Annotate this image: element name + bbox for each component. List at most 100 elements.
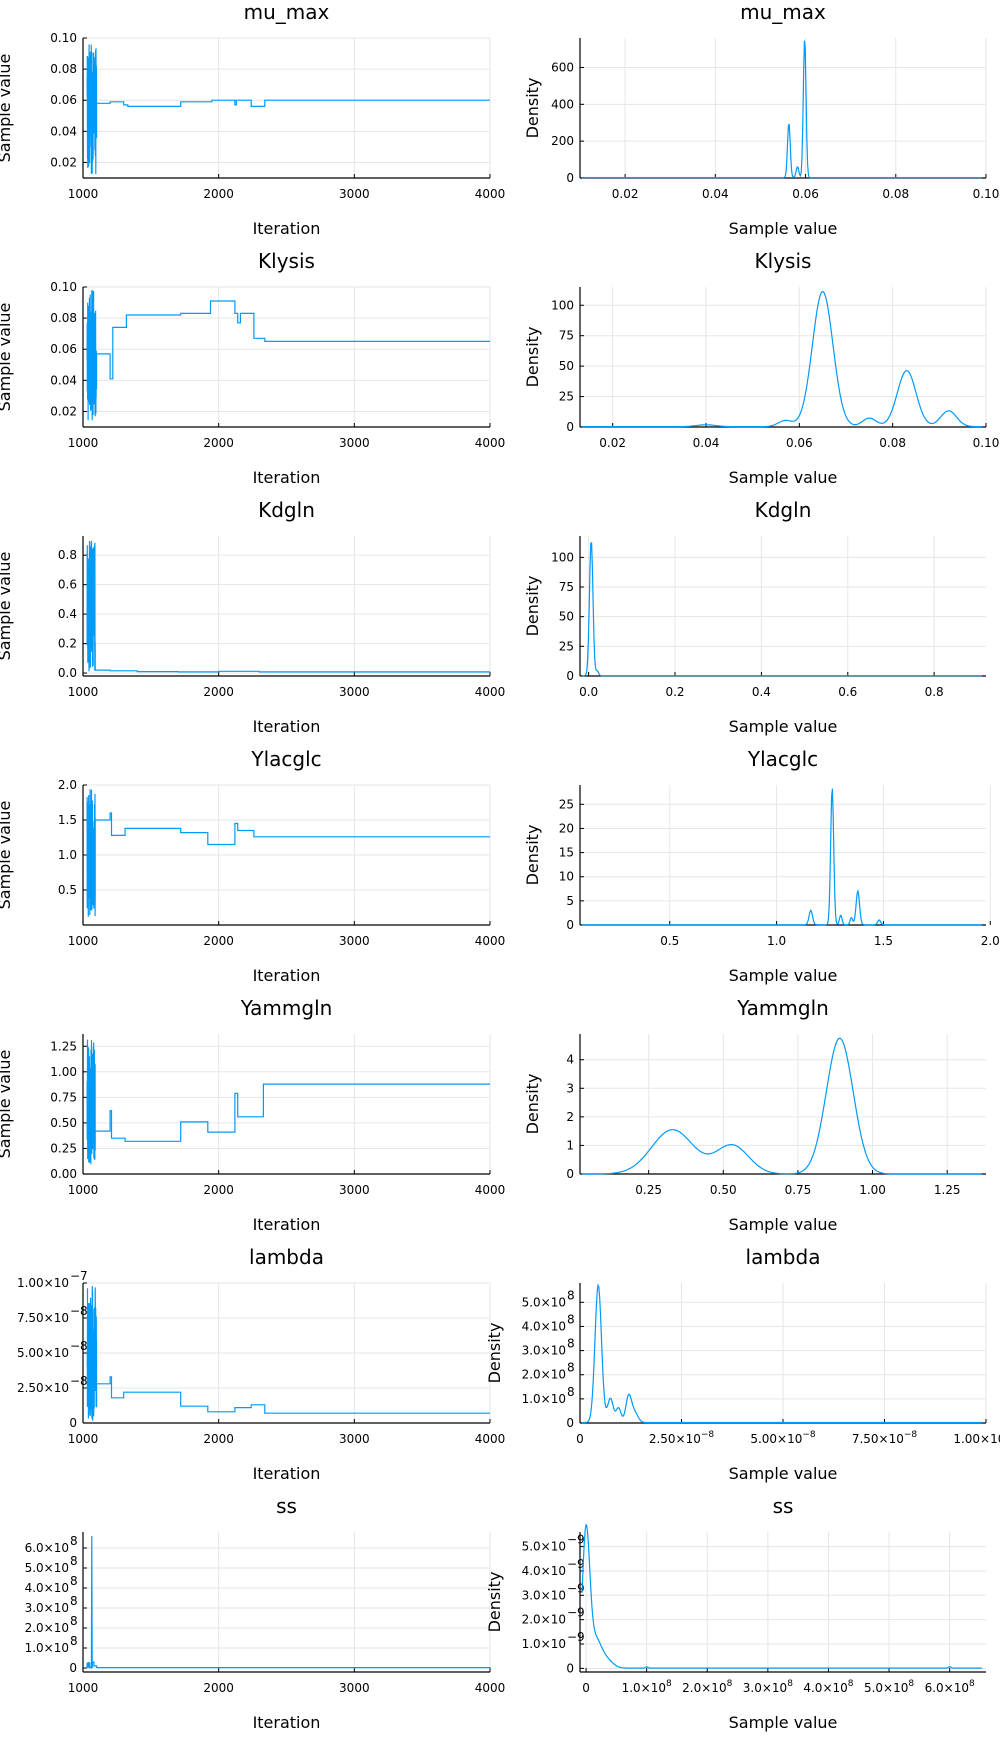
x-axis-label: Iteration bbox=[253, 468, 321, 487]
x-tick-label: 0.02 bbox=[612, 187, 639, 201]
panel-1: 1000 2000 3000 4000 0.02 0.04 0.06 0.08 0.10 mu_m… bbox=[0, 0, 505, 238]
x-axis-label: Sample value bbox=[729, 966, 838, 985]
series-line bbox=[582, 788, 982, 926]
series-line bbox=[582, 1283, 982, 1424]
y-tick-label: 2.50×10 bbox=[17, 1381, 69, 1395]
y-tick-label: 0.4 bbox=[58, 607, 77, 621]
y-tick-exponent: 8 bbox=[70, 1594, 78, 1608]
y-tick-exponent: −9 bbox=[567, 1533, 585, 1547]
x-axis-label: Iteration bbox=[253, 1464, 321, 1483]
x-axis-label: Iteration bbox=[253, 1713, 321, 1732]
y-tick-exponent: 8 bbox=[70, 1574, 78, 1588]
y-tick-exponent: 8 bbox=[567, 1288, 575, 1302]
x-tick-label: 0.08 bbox=[879, 436, 906, 450]
y-tick-label: 0 bbox=[566, 1167, 574, 1181]
x-tick-label: 0.8 bbox=[925, 685, 944, 699]
x-tick-label: 1.5 bbox=[874, 934, 893, 948]
x-axis-label: Iteration bbox=[253, 219, 321, 238]
y-tick-label: 6.0×10 bbox=[25, 1541, 69, 1555]
series-line bbox=[582, 1037, 982, 1175]
x-tick-label: 0.06 bbox=[792, 187, 819, 201]
y-tick-label: 4.0×10 bbox=[522, 1319, 566, 1333]
y-tick-label: 3.0×10 bbox=[25, 1601, 69, 1615]
x-tick-label: 1000 bbox=[68, 934, 99, 948]
x-tick-label: 3000 bbox=[339, 187, 370, 201]
x-tick-label: 0.25 bbox=[635, 1183, 662, 1197]
y-tick-label: 0.0 bbox=[58, 666, 77, 680]
y-tick-label: 5.00×10 bbox=[17, 1346, 69, 1360]
x-tick-label: 0.6 bbox=[838, 685, 857, 699]
series-line bbox=[86, 540, 490, 673]
panel-title: Ylacglc bbox=[250, 747, 321, 771]
x-tick-label: 0 bbox=[576, 1432, 584, 1446]
y-tick-label: 100 bbox=[551, 550, 574, 564]
series-line bbox=[86, 1535, 491, 1669]
y-axis-label: Sample value bbox=[0, 801, 14, 910]
y-tick-label: 25 bbox=[559, 797, 574, 811]
y-tick-label: 2.0×10 bbox=[25, 1621, 69, 1635]
y-tick-label: 20 bbox=[559, 821, 574, 835]
x-axis-label: Sample value bbox=[729, 717, 838, 736]
y-tick-exponent: −9 bbox=[567, 1630, 585, 1644]
x-tick-label: 6.0×108 bbox=[925, 1679, 975, 1695]
x-tick-label: 4000 bbox=[475, 934, 506, 948]
y-tick-label: 50 bbox=[559, 359, 574, 373]
y-tick-label: 1.00 bbox=[50, 1065, 77, 1079]
y-tick-label: 5.0×10 bbox=[522, 1540, 566, 1554]
y-tick-label: 0 bbox=[566, 1416, 574, 1430]
x-tick-label: 2000 bbox=[203, 685, 234, 699]
y-tick-exponent: 8 bbox=[567, 1385, 575, 1399]
y-tick-label: 0.08 bbox=[50, 62, 77, 76]
series-line bbox=[86, 290, 490, 421]
panel-title: mu_max bbox=[244, 0, 330, 24]
x-tick-label: 4000 bbox=[475, 685, 506, 699]
panel-3: 1000 2000 3000 4000 0.02 0.04 0.06 0.08 0.10 Klys… bbox=[0, 249, 505, 487]
panel-title: ss bbox=[276, 1494, 297, 1518]
y-tick-label: 10 bbox=[559, 870, 574, 884]
panel-title: Klysis bbox=[258, 249, 315, 273]
y-tick-label: 0.10 bbox=[50, 280, 77, 294]
y-tick-label: 0 bbox=[566, 171, 574, 185]
y-tick-label: 0.02 bbox=[50, 404, 77, 418]
series-line bbox=[86, 789, 490, 917]
x-tick-label: 0.02 bbox=[599, 436, 626, 450]
y-tick-label: 25 bbox=[559, 639, 574, 653]
y-tick-label: 25 bbox=[559, 390, 574, 404]
x-tick-label: 2000 bbox=[203, 1183, 234, 1197]
panel-title: mu_max bbox=[740, 0, 826, 24]
y-tick-label: 0.8 bbox=[58, 548, 77, 562]
y-tick-label: 0.75 bbox=[50, 1090, 77, 1104]
x-tick-label: 3000 bbox=[339, 1183, 370, 1197]
panel-8: 0.5 1.0 1.5 2.0 0 5 10 15 20 25 Ylacglc Sample valu… bbox=[523, 747, 1000, 985]
series-line bbox=[86, 1286, 490, 1421]
y-tick-label: 0.10 bbox=[50, 31, 77, 45]
x-tick-label: 3000 bbox=[339, 685, 370, 699]
panel-title: Kdgln bbox=[755, 498, 812, 522]
x-tick-label: 2000 bbox=[203, 187, 234, 201]
x-tick-label: 0.06 bbox=[786, 436, 813, 450]
y-tick-label: 1.0×10 bbox=[522, 1637, 566, 1651]
y-axis-label: Density bbox=[523, 78, 542, 139]
x-tick-label: 3000 bbox=[339, 436, 370, 450]
y-tick-exponent: 8 bbox=[70, 1534, 78, 1548]
y-tick-exponent: 8 bbox=[567, 1361, 575, 1375]
x-tick-label: 0.08 bbox=[882, 187, 909, 201]
x-tick-label: 3000 bbox=[339, 934, 370, 948]
series-line bbox=[582, 290, 982, 428]
panel-7: 1000 2000 3000 4000 0.5 1.0 1.5 2.0 Ylacglc Itera… bbox=[0, 747, 505, 985]
x-tick-label: 1000 bbox=[68, 1183, 99, 1197]
y-axis-label: Density bbox=[485, 1572, 504, 1633]
x-tick-label: 0.75 bbox=[785, 1183, 812, 1197]
y-tick-label: 2.0 bbox=[58, 778, 77, 792]
panel-title: Yammgln bbox=[736, 996, 829, 1020]
y-tick-label: 0 bbox=[69, 1661, 77, 1675]
y-tick-label: 75 bbox=[559, 580, 574, 594]
y-tick-label: 200 bbox=[551, 134, 574, 148]
y-axis-label: Density bbox=[523, 825, 542, 886]
y-tick-label: 5.0×10 bbox=[522, 1295, 566, 1309]
x-tick-label: 2000 bbox=[203, 1681, 234, 1695]
x-tick-label: 4000 bbox=[475, 436, 506, 450]
y-tick-exponent: 8 bbox=[70, 1614, 78, 1628]
